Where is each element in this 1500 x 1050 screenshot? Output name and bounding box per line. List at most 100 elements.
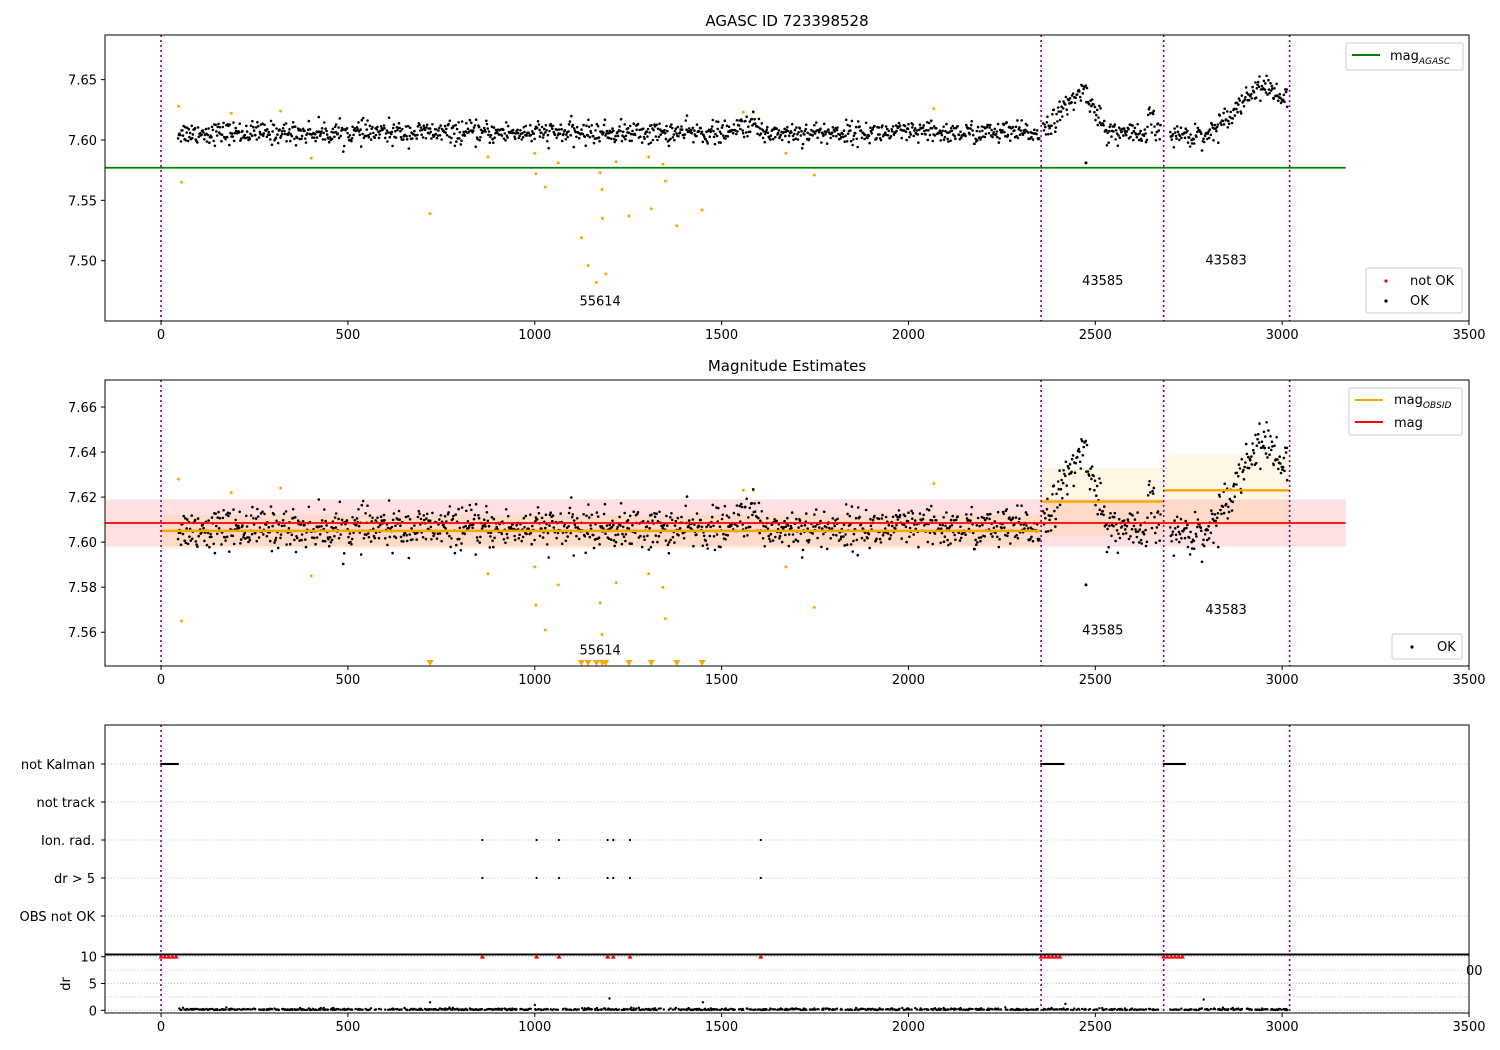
- agasc-ok-point: [492, 141, 495, 144]
- agasc-ok-point: [404, 125, 408, 128]
- dr-point: [1078, 1008, 1081, 1011]
- dr-point: [749, 1008, 753, 1011]
- agasc-ok-point: [267, 130, 271, 134]
- mag-ok-point: [1228, 497, 1232, 501]
- agasc-ok-point: [448, 135, 451, 139]
- mag-ok-point: [896, 518, 900, 521]
- agasc-ok-point: [288, 128, 291, 131]
- mag-ok-point: [1217, 545, 1220, 549]
- agasc-ok-point: [239, 139, 242, 142]
- mag-ok-point: [668, 541, 671, 544]
- mag-ok-point: [789, 524, 793, 528]
- agasc-ok-point: [429, 130, 433, 134]
- agasc-ok-point: [825, 130, 828, 134]
- agasc-ok-point: [1117, 126, 1121, 129]
- agasc-ok-point: [829, 136, 832, 140]
- mag-ok-point: [245, 514, 248, 518]
- mag-ok-point: [570, 496, 573, 499]
- dr-point: [249, 1008, 252, 1011]
- flag-point: [628, 876, 632, 880]
- agasc-ok-point: [979, 138, 982, 141]
- agasc-ok-point: [197, 135, 200, 139]
- agasc-ok-point: [311, 136, 314, 139]
- dr-point: [999, 1008, 1003, 1011]
- agasc-ok-point: [1013, 129, 1016, 132]
- mag-ok-point: [374, 531, 378, 535]
- agasc-ok-point: [558, 132, 562, 135]
- agasc-ok-point: [630, 139, 633, 143]
- mag-ok-point: [215, 532, 219, 536]
- agasc-obsid-label-1: 43585: [1082, 274, 1123, 289]
- mag-ok-point: [1132, 524, 1136, 528]
- agasc-ok-point: [830, 131, 834, 134]
- mag-ok-point: [811, 532, 814, 535]
- agasc-ok-point: [1171, 133, 1175, 136]
- agasc-ok-point: [369, 138, 373, 141]
- agasc-ok-point: [753, 122, 757, 125]
- agasc-ok-point: [622, 135, 626, 139]
- agasc-ok-point: [626, 126, 630, 130]
- dr-point: [716, 1008, 719, 1011]
- agasc-ok-point: [712, 129, 715, 133]
- mag-ok-point: [521, 535, 525, 539]
- agasc-ok-point: [487, 130, 491, 133]
- agasc-ok-point: [1105, 144, 1109, 147]
- magnitude-legend-points: OK: [1391, 633, 1463, 660]
- agasc-ok-point: [362, 136, 366, 140]
- agasc-ok-point: [793, 132, 796, 136]
- dr-clipped-marker: [1164, 954, 1170, 959]
- agasc-ok-point: [924, 133, 927, 136]
- dr-point: [630, 1006, 633, 1009]
- dr-point: [1022, 1008, 1025, 1011]
- agasc-ok-point: [842, 135, 845, 139]
- agasc-ok-point: [720, 126, 724, 129]
- mag-ok-point: [1059, 487, 1063, 491]
- agasc-ok-point: [212, 139, 215, 143]
- mag-ok-point: [273, 541, 276, 544]
- dr-point: [1073, 1007, 1076, 1010]
- mag-ok-point: [983, 518, 987, 522]
- mag-ok-point: [301, 520, 305, 523]
- mag-ok-point: [313, 536, 316, 540]
- agasc-ok-point: [555, 136, 558, 140]
- agasc-ok-point: [415, 137, 419, 140]
- mag-ok-point: [664, 539, 668, 542]
- mag-ok-point: [1095, 494, 1098, 498]
- mag-ok-point: [1065, 484, 1068, 487]
- agasc-ok-point: [1235, 101, 1239, 105]
- mag-ok-point: [475, 536, 479, 539]
- mag-ok-point: [334, 512, 338, 515]
- dr-point: [1113, 1007, 1117, 1011]
- mag-ok-point: [1006, 534, 1009, 538]
- mag-ok-point: [315, 536, 319, 539]
- dr-point: [1286, 1008, 1289, 1012]
- agasc-ok-point: [1200, 149, 1204, 152]
- mag-ok-point: [670, 512, 673, 515]
- agasc-ok-point: [855, 137, 859, 141]
- agasc-ok-point: [1188, 145, 1192, 148]
- mag-ok-point: [621, 525, 625, 529]
- dr-point: [580, 1007, 584, 1010]
- mag-ok-point: [864, 508, 868, 512]
- agasc-ok-point: [459, 143, 463, 146]
- mag-ok-point: [993, 520, 997, 523]
- agasc-ok-point: [786, 125, 789, 129]
- mag-ok-point: [921, 517, 925, 521]
- agasc-ok-point: [959, 130, 962, 134]
- agasc-ok-point: [1084, 84, 1087, 87]
- mag-ok-point: [490, 516, 494, 519]
- mag-ok-point: [1082, 445, 1085, 449]
- dr-point: [1036, 1007, 1040, 1011]
- agasc-ok-point: [1061, 115, 1064, 118]
- agasc-ok-point: [1193, 122, 1197, 126]
- agasc-ok-point: [1135, 135, 1139, 139]
- mag-ok-point: [738, 504, 741, 508]
- agasc-ok-point: [603, 118, 607, 121]
- agasc-ok-point: [1149, 112, 1152, 115]
- agasc-ok-point: [985, 125, 989, 129]
- mag-ok-point: [691, 518, 695, 521]
- agasc-ok-point: [1018, 126, 1021, 129]
- mag-ok-point: [435, 537, 439, 540]
- mag-ok-point: [568, 506, 572, 510]
- mag-ok-point: [1175, 538, 1178, 541]
